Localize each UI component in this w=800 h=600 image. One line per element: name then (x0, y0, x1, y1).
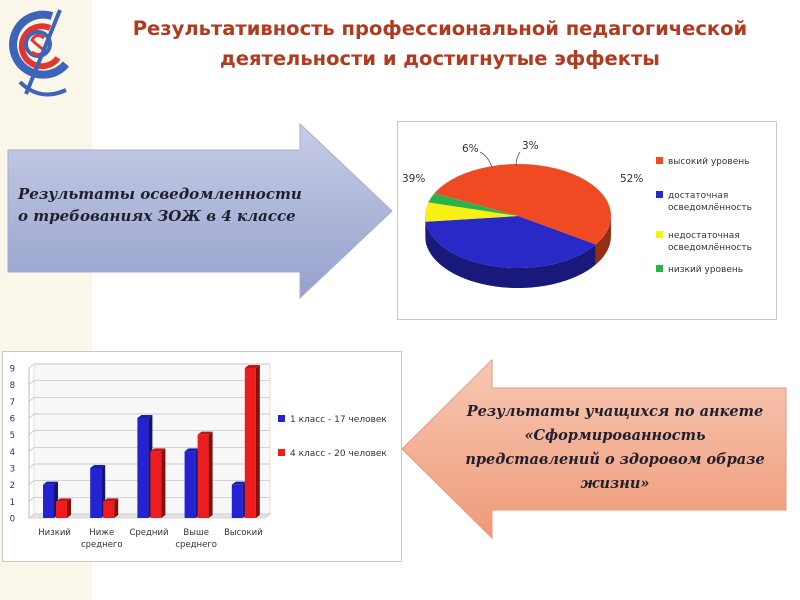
bar-side (67, 498, 71, 518)
bar-category-label: Высокий (224, 528, 263, 538)
pie-legend-label: осведомлённость (668, 243, 752, 253)
title-line-1: Результативность профессиональной педаго… (132, 17, 748, 40)
pie-slice (425, 216, 596, 268)
pie-chart-box: 52% 39% 6% 3% высокий уровень достаточная осв… (397, 121, 777, 320)
arrow-right-line-2: о требованиях ЗОЖ в 4 классе (18, 207, 296, 225)
bar (56, 501, 67, 518)
bar-gridline (28, 396, 270, 402)
bar-ytick-label: 5 (10, 431, 15, 441)
bar-ytick-label: 3 (10, 465, 15, 475)
pie-chart: 52% 39% 6% 3% высокий уровень достаточная осв… (402, 140, 752, 288)
arrow-right-line-1: Результаты осведомленности (18, 185, 302, 203)
pie-legend-label: недостаточная (668, 231, 740, 241)
arrow-left-line-4: жизни» (580, 475, 650, 492)
bar-gridline (28, 363, 270, 369)
pie-slice-side (425, 216, 426, 242)
bar (43, 484, 54, 518)
pie-value-label: 39% (402, 173, 425, 185)
bar-legend-swatch (278, 415, 285, 422)
page-title: Результативность профессиональной педаго… (85, 14, 795, 74)
pie-legend-swatch (656, 265, 663, 272)
pie-slice (425, 202, 518, 222)
bar-chart-box: 0 1 2 3 4 5 6 7 8 9 Низкий Ниже среднего Средний Выше с… (2, 351, 402, 562)
bar (231, 484, 243, 518)
bar-legend-swatch (278, 449, 285, 456)
bar-side (161, 448, 166, 518)
bar (244, 368, 256, 518)
bar-ytick-label: 1 (10, 498, 15, 508)
pie-legend-label: достаточная (668, 191, 728, 201)
pie-legend-swatch (656, 191, 663, 198)
bar-top (197, 431, 213, 435)
pie-value-label: 6% (462, 143, 479, 155)
pie-slice-side (595, 216, 611, 265)
arrow-left-text: Результаты учащихся по анкете «Сформиров… (440, 400, 790, 496)
bar-top (184, 448, 200, 452)
bar-ytick-label: 4 (10, 448, 15, 458)
bar-ytick-label: 0 (10, 515, 15, 525)
bar-ytick-label: 7 (10, 398, 15, 408)
bar-chart: 0 1 2 3 4 5 6 7 8 9 Низкий Ниже среднего Средний Выше с… (10, 363, 387, 550)
bar (184, 451, 196, 518)
bar-category-label: Ниже (89, 528, 114, 538)
pie-legend-label: осведомлённость (668, 203, 752, 213)
arrow-left-line-3: представлений о здоровом образе (465, 451, 765, 468)
pie-legend-label: низкий уровень (668, 265, 743, 275)
bar-top (137, 415, 153, 418)
pie-leader-line (479, 151, 493, 168)
arrow-left-line-2: «Сформированность (524, 427, 706, 444)
bar-side (208, 431, 213, 518)
pie-slice-side (425, 221, 596, 288)
bar-legend-label: 1 класс - 17 человек (290, 415, 387, 425)
bar-gridline (28, 380, 270, 385)
pie-leader-line (515, 151, 521, 167)
pie-legend-swatch (656, 157, 663, 164)
bar-side (255, 365, 260, 518)
bar-ytick-label: 8 (10, 381, 15, 391)
bar-legend-label: 4 класс - 20 человек (290, 449, 387, 459)
pie-legend-label: высокий уровень (668, 157, 749, 167)
pie-slice (434, 164, 611, 245)
pie-value-label: 52% (620, 173, 643, 185)
title-line-2: деятельности и достигнутые эффекты (220, 47, 660, 70)
bar-ytick-label: 2 (10, 481, 15, 491)
pie-value-label: 3% (522, 140, 539, 152)
bar (197, 434, 209, 518)
bar-category-label: Низкий (38, 528, 71, 538)
bar (103, 501, 115, 518)
bar-category-label: Выше (183, 528, 209, 538)
bar-category-label: среднего (81, 540, 123, 550)
arrow-right-text: Результаты осведомленности о требованиях… (18, 183, 348, 227)
arrow-left-line-1: Результаты учащихся по анкете (466, 403, 764, 420)
bar-category-label: среднего (175, 540, 217, 550)
logo-icon (9, 9, 70, 97)
bar (150, 451, 162, 518)
bar-side (114, 498, 119, 518)
arrow-left-shape (401, 358, 787, 540)
bar-top (231, 481, 247, 485)
arrow-right-shape (7, 122, 393, 300)
bar-top (56, 498, 71, 502)
bar-gridline (28, 430, 270, 435)
bar-top (43, 481, 58, 485)
bar-gridline (28, 446, 270, 452)
bar-category-label: Средний (129, 528, 168, 538)
bar (90, 468, 102, 518)
bar-ytick-label: 9 (10, 365, 15, 375)
bar-top (103, 498, 119, 502)
bar (137, 418, 149, 518)
bar-ytick-label: 6 (10, 415, 15, 425)
bar-gridline (28, 413, 270, 419)
pie-slice (428, 193, 518, 216)
bar-top (90, 465, 106, 468)
bar-top (150, 448, 166, 452)
bar-top (244, 365, 260, 368)
pie-legend-swatch (656, 231, 663, 238)
